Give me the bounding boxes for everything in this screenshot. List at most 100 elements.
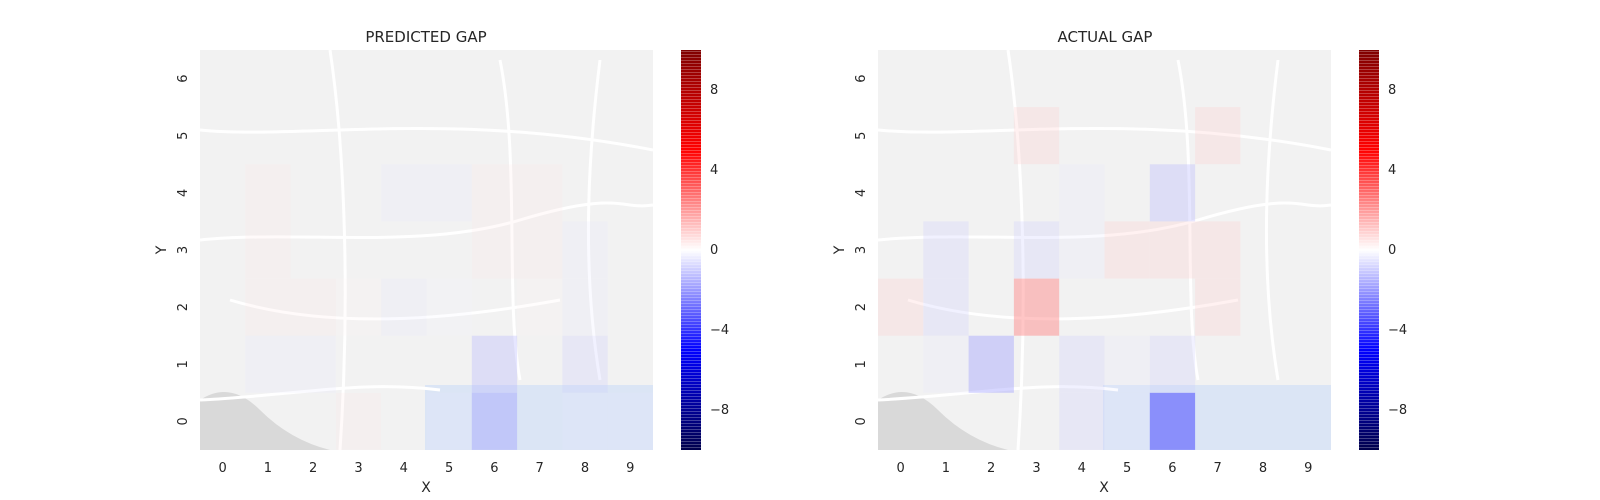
heatmap-cell: [1195, 221, 1241, 279]
heatmap-cell: [426, 164, 472, 222]
heatmap-cell: [290, 278, 336, 336]
heatmap-cell: [245, 278, 291, 336]
chart-title: PREDICTED GAP: [365, 28, 486, 46]
x-tick-label: 4: [1078, 461, 1086, 476]
heatmap-cell: [335, 392, 382, 450]
x-tick-label: 8: [581, 461, 589, 476]
map-streets: [877, 49, 1332, 451]
map-background: [877, 49, 1332, 451]
x-tick-label: 9: [626, 461, 634, 476]
colorbar-tick: 4: [1388, 163, 1396, 178]
heatmap-cell: [1149, 164, 1196, 222]
heatmap-cells: [245, 164, 653, 450]
heatmap-cell: [245, 164, 291, 222]
y-tick-label: 2: [854, 303, 869, 311]
y-tick-label: 6: [854, 74, 869, 82]
colorbar-tick: −8: [1388, 403, 1407, 418]
heatmap-cell: [1149, 335, 1196, 393]
heatmap-cell: [1013, 221, 1060, 279]
x-tick-label: 0: [896, 461, 904, 476]
x-tick-label: 8: [1259, 461, 1267, 476]
x-tick-label: 2: [309, 461, 317, 476]
heatmap-cell: [1149, 392, 1196, 450]
colorbar-tick: 0: [1388, 243, 1396, 258]
colorbar-texture: [1359, 50, 1379, 450]
chart-title: ACTUAL GAP: [1058, 28, 1153, 46]
x-tick-labels: 0 1 2 3 4 5 6 7 8 9: [218, 461, 634, 476]
x-tick-label: 3: [354, 461, 362, 476]
x-axis-label: X: [421, 480, 431, 496]
heatmap-cell: [471, 335, 518, 393]
x-tick-label: 7: [536, 461, 544, 476]
heatmap-cell: [923, 221, 969, 279]
x-tick-label: 6: [490, 461, 498, 476]
heatmap-cells: [878, 107, 1241, 450]
colorbar-texture: [681, 50, 701, 450]
heatmap-cell: [1104, 221, 1150, 279]
heatmap-cell: [878, 278, 924, 336]
panel-predicted: PREDICTED GAP 0 1 2 3 4 5 6 7: [154, 28, 729, 496]
heatmap-cell: [562, 335, 608, 393]
heatmap-cell: [1195, 278, 1241, 336]
x-tick-label: 1: [264, 461, 272, 476]
heatmap-cell: [923, 278, 969, 336]
heatmap-cell: [1059, 335, 1105, 393]
heatmap-cell: [1059, 392, 1105, 450]
panel-actual: ACTUAL GAP 0 1 2 3 4 5 6 7 8: [832, 28, 1407, 496]
heatmap-cell: [968, 335, 1014, 393]
y-tick-label: 2: [176, 303, 191, 311]
x-tick-label: 5: [1123, 461, 1131, 476]
heatmap-cell: [923, 335, 969, 393]
y-tick-label: 1: [854, 360, 869, 368]
y-tick-label: 1: [176, 360, 191, 368]
map-base: [878, 50, 1331, 450]
heatmap-cell: [471, 392, 518, 450]
heatmap-cell: [1059, 221, 1105, 279]
y-tick-labels: 0 1 2 3 4 5 6: [176, 74, 191, 425]
colorbar: 8 4 0 −4 −8: [681, 50, 729, 450]
heatmap-cell: [1104, 335, 1150, 393]
heatmap-cell: [517, 164, 563, 222]
x-tick-label: 2: [987, 461, 995, 476]
heatmap-cell: [381, 278, 427, 336]
map-streets: [199, 49, 654, 451]
x-tick-label: 7: [1214, 461, 1222, 476]
x-tick-label: 1: [942, 461, 950, 476]
x-axis-label: X: [1099, 480, 1109, 496]
y-tick-label: 3: [854, 246, 869, 254]
heatmap-cell: [290, 335, 336, 393]
colorbar-tick: 8: [710, 83, 718, 98]
map-river: [425, 385, 653, 450]
y-tick-label: 4: [176, 189, 191, 197]
heatmap-cell: [562, 278, 608, 336]
heatmap-cell: [517, 278, 563, 336]
colorbar-tick: −4: [710, 323, 729, 338]
y-tick-label: 4: [854, 189, 869, 197]
heatmap-cell: [1013, 278, 1060, 336]
map-background: [199, 49, 654, 451]
colorbar-tick: 4: [710, 163, 718, 178]
heatmap-cell: [426, 392, 472, 450]
x-tick-labels: 0 1 2 3 4 5 6 7 8 9: [896, 461, 1312, 476]
heatmap-cell: [1059, 164, 1105, 222]
x-tick-label: 5: [445, 461, 453, 476]
y-axis-label: Y: [832, 245, 848, 255]
heatmap-cell: [245, 335, 291, 393]
colorbar-tick: 8: [1388, 83, 1396, 98]
map-hills: [200, 392, 330, 450]
colorbar-tick: 0: [710, 243, 718, 258]
map-river: [1103, 385, 1331, 450]
heatmap-cell: [1013, 107, 1060, 165]
y-tick-label: 5: [854, 132, 869, 140]
heatmap-cell: [1195, 107, 1241, 165]
x-tick-label: 3: [1032, 461, 1040, 476]
y-tick-label: 3: [176, 246, 191, 254]
y-tick-label: 0: [176, 417, 191, 425]
x-tick-label: 0: [218, 461, 226, 476]
colorbar-tick: −8: [710, 403, 729, 418]
heatmap-cell: [471, 221, 518, 279]
map-base: [200, 50, 653, 450]
y-tick-label: 5: [176, 132, 191, 140]
colorbar-tick: −4: [1388, 323, 1407, 338]
